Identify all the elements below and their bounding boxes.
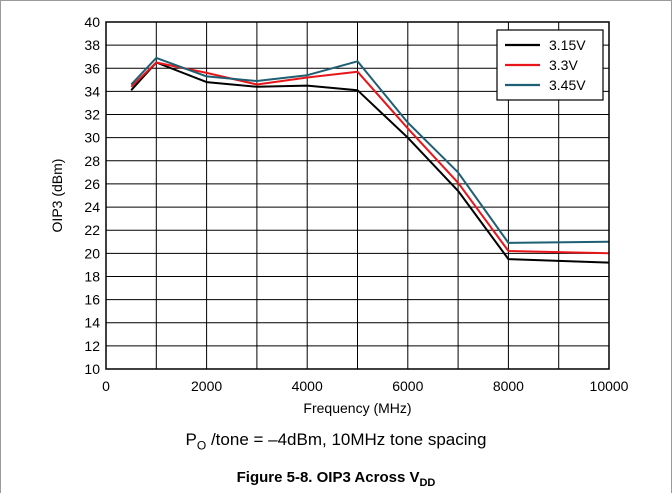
- chart-series: [130, 56, 610, 264]
- x-tick-label: 2000: [191, 378, 222, 394]
- y-tick-label: 34: [84, 83, 100, 99]
- chart-ticks: 0 2000 4000 6000 8000 10000 10 12 14 16 18 20 22 24 26…: [84, 14, 628, 394]
- note-text: /tone = –4dBm, 10MHz tone spacing: [206, 430, 487, 449]
- x-axis-title: Frequency (MHz): [303, 400, 411, 416]
- y-tick-label: 10: [84, 361, 100, 377]
- y-tick-label: 36: [84, 60, 100, 76]
- y-tick-label: 24: [84, 199, 100, 215]
- y-tick-label: 22: [84, 222, 100, 238]
- y-tick-label: 32: [84, 107, 100, 123]
- legend-label: 3.45V: [549, 77, 586, 93]
- y-tick-label: 40: [84, 14, 100, 30]
- x-tick-label: 10000: [590, 378, 629, 394]
- legend-label: 3.3V: [549, 57, 578, 73]
- x-tick-label: 8000: [493, 378, 524, 394]
- x-tick-label: 4000: [292, 378, 323, 394]
- series-line-3.45V: [130, 56, 610, 244]
- y-tick-label: 16: [84, 292, 100, 308]
- test-condition-note: PO /tone = –4dBm, 10MHz tone spacing: [0, 430, 672, 452]
- y-axis-title: OIP3 (dBm): [49, 159, 65, 233]
- y-tick-label: 20: [84, 245, 100, 261]
- y-tick-label: 14: [84, 315, 100, 331]
- y-tick-label: 26: [84, 176, 100, 192]
- series-line-3.15V: [130, 61, 610, 264]
- figure-caption: Figure 5-8. OIP3 Across VDD: [0, 469, 672, 489]
- x-tick-label: 6000: [392, 378, 423, 394]
- y-tick-label: 30: [84, 130, 100, 146]
- x-tick-label: 0: [102, 378, 110, 394]
- note-subscript: O: [196, 438, 207, 453]
- y-tick-label: 38: [84, 37, 100, 53]
- oip3-chart: 0 2000 4000 6000 8000 10000 10 12 14 16 18 20 22 24 26…: [49, 14, 629, 416]
- legend-label: 3.15V: [549, 37, 586, 53]
- y-tick-label: 28: [84, 153, 100, 169]
- y-tick-label: 18: [84, 268, 100, 284]
- top-rule: [0, 0, 672, 1]
- note-prefix: P: [185, 430, 197, 449]
- chart-legend: 3.15V 3.3V 3.45V: [496, 29, 604, 101]
- caption-text: Figure 5-8. OIP3 Across V: [236, 469, 420, 486]
- caption-subscript: DD: [419, 477, 436, 489]
- y-tick-label: 12: [84, 338, 100, 354]
- plot-frame: [105, 21, 610, 370]
